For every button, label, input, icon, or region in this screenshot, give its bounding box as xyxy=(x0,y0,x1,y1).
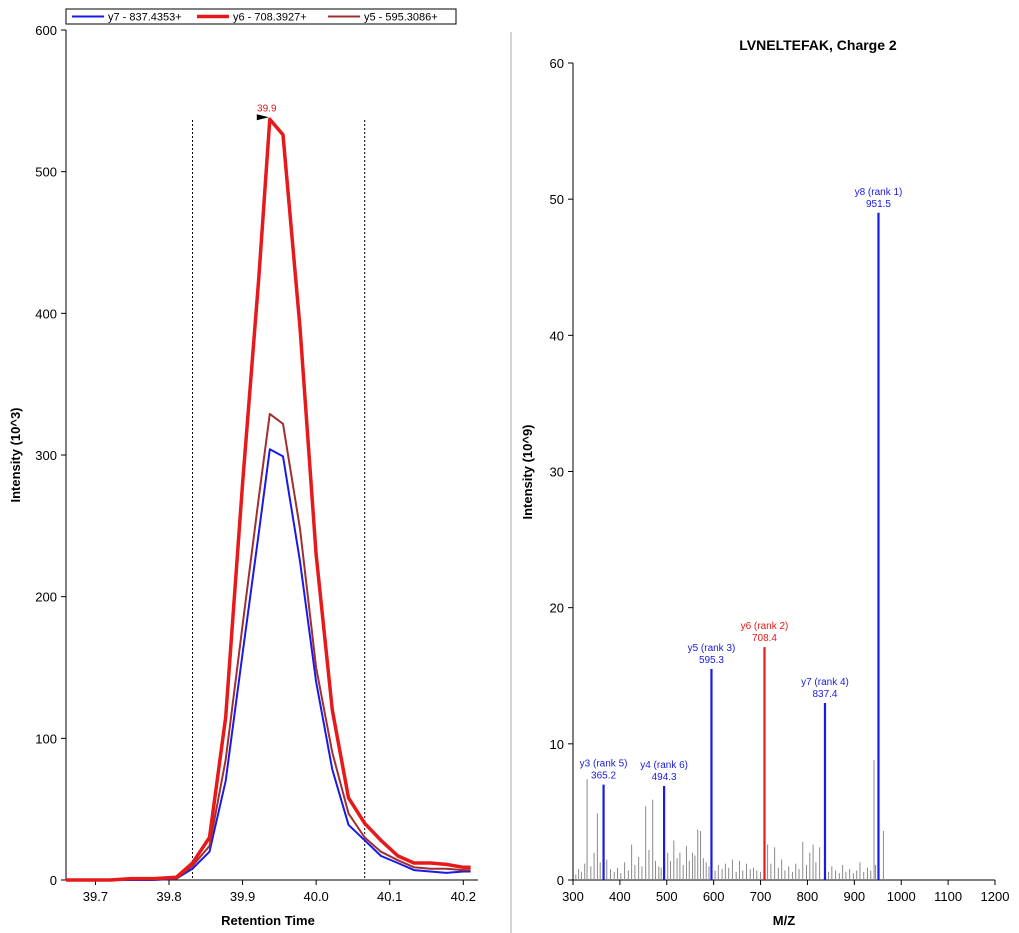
left-x-tick-label: 39.9 xyxy=(230,889,255,904)
left-x-tick-label: 39.8 xyxy=(156,889,181,904)
left-y-tick-label: 200 xyxy=(35,590,57,605)
right-y-tick-label: 30 xyxy=(550,465,564,480)
right-y-axis-title: Intensity (10^9) xyxy=(520,424,535,519)
peak-marker-icon xyxy=(256,114,269,121)
left-x-tick-label: 40.0 xyxy=(303,889,328,904)
right-y-tick-label: 60 xyxy=(550,56,564,71)
annotated-peak-mz: 708.4 xyxy=(752,633,777,644)
annotated-peak-mz: 494.3 xyxy=(652,772,677,783)
spectrum-chart: LVNELTEFAK, Charge 2 300 400 500 600 700 800 9… xyxy=(520,37,1009,928)
right-y-tick-label: 20 xyxy=(550,601,564,616)
left-y-axis-title: Intensity (10^3) xyxy=(8,407,23,502)
annotated-peak-label: y6 (rank 2) xyxy=(741,621,789,632)
legend-label-y6: y6 - 708.3927+ xyxy=(233,12,307,24)
annotated-peak-mz: 951.5 xyxy=(866,199,891,210)
right-y-tick-label: 50 xyxy=(550,192,564,207)
annotated-peak-label: y7 (rank 4) xyxy=(801,677,849,688)
left-y-tick-label: 500 xyxy=(35,165,57,180)
annotated-peak-label: y3 (rank 5) xyxy=(580,759,628,770)
right-y-tick-label: 0 xyxy=(557,873,564,888)
right-x-tick-label: 800 xyxy=(797,889,819,904)
legend-label-y5: y5 - 595.3086+ xyxy=(364,12,438,24)
right-x-tick-label: 300 xyxy=(562,889,584,904)
left-x-tick-label: 39.7 xyxy=(83,889,108,904)
right-y-tick-label: 10 xyxy=(550,737,564,752)
left-x-tick-label: 40.1 xyxy=(377,889,402,904)
left-y-tick-label: 300 xyxy=(35,448,57,463)
right-x-tick-label: 1100 xyxy=(934,889,962,904)
right-y-tick-label: 40 xyxy=(550,328,564,343)
right-x-tick-label: 400 xyxy=(609,889,631,904)
right-x-tick-label: 1200 xyxy=(981,889,1010,904)
annotated-peak-mz: 595.3 xyxy=(699,655,724,666)
annotated-peak-label: y8 (rank 1) xyxy=(855,187,903,198)
right-x-tick-label: 600 xyxy=(703,889,725,904)
series-line-y6 xyxy=(66,117,471,882)
annotated-peak-label: y4 (rank 6) xyxy=(640,760,688,771)
series-line-y7 xyxy=(66,448,471,881)
legend-label-y7: y7 - 837.4353+ xyxy=(108,12,182,24)
right-x-tick-label: 700 xyxy=(750,889,772,904)
chromatogram-chart: 39.7 39.8 39.9 40.0 40.1 40.2 0 100 200 300 400 500… xyxy=(8,8,478,928)
right-x-tick-label: 1000 xyxy=(887,889,916,904)
left-y-tick-label: 400 xyxy=(35,306,57,321)
right-x-axis-title: M/Z xyxy=(773,913,795,928)
annotated-peak-mz: 365.2 xyxy=(591,771,616,782)
left-x-axis-title: Retention Time xyxy=(221,913,315,928)
right-x-tick-label: 500 xyxy=(656,889,678,904)
left-y-tick-label: 600 xyxy=(35,23,57,38)
left-y-tick-label: 100 xyxy=(35,731,57,746)
spectrum-title: LVNELTEFAK, Charge 2 xyxy=(739,37,897,53)
series-line-y5 xyxy=(66,412,471,881)
annotated-peak-label: y5 (rank 3) xyxy=(688,643,736,654)
legend-box xyxy=(65,8,457,25)
right-x-tick-label: 900 xyxy=(843,889,865,904)
chromatogram-legend: y7 - 837.4353+ y6 - 708.3927+ y5 - 595.3… xyxy=(65,8,457,25)
left-y-tick-label: 0 xyxy=(50,873,57,888)
peak-label: 39.9 xyxy=(257,103,277,114)
left-x-tick-label: 40.2 xyxy=(451,889,476,904)
annotated-peak-mz: 837.4 xyxy=(812,689,837,700)
